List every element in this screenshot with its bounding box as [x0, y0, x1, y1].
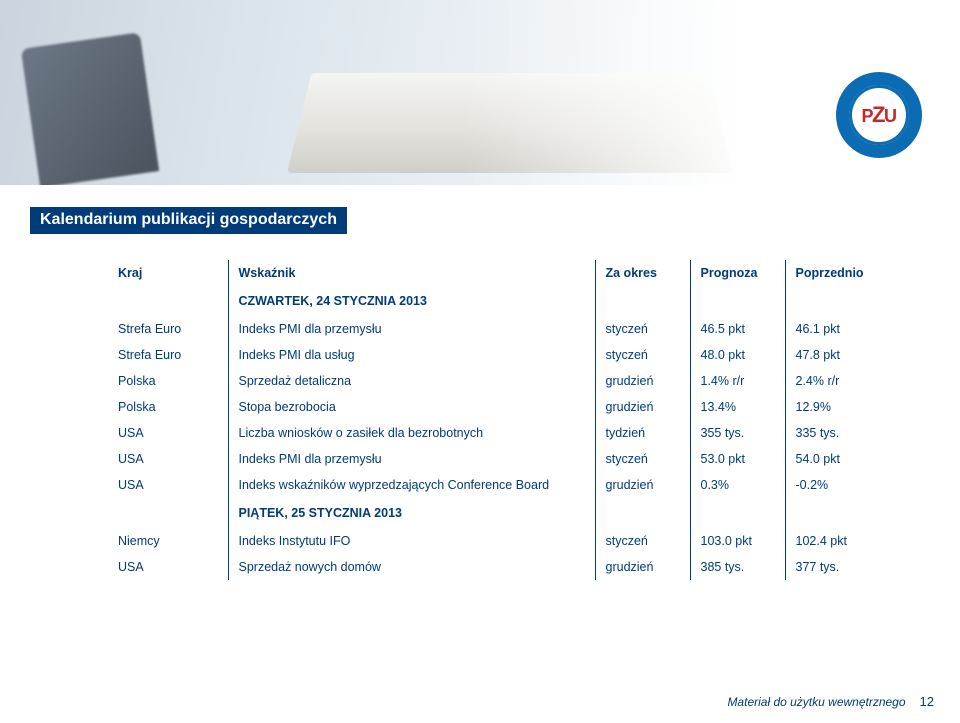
- calendar-table-body: CZWARTEK, 24 STYCZNIA 2013Strefa EuroInd…: [108, 286, 880, 580]
- section-pad: [690, 286, 785, 316]
- cell-prognoza: 0.3%: [690, 472, 785, 498]
- cell-kraj: Niemcy: [108, 528, 228, 554]
- cell-kraj: USA: [108, 554, 228, 580]
- cell-prognoza: 53.0 pkt: [690, 446, 785, 472]
- cell-wskaznik: Indeks PMI dla przemysłu: [228, 446, 595, 472]
- section-pad: [785, 286, 880, 316]
- footer: Materiał do użytku wewnętrznego 12: [727, 694, 934, 709]
- footer-page-number: 12: [920, 694, 934, 709]
- table-row: PolskaStopa bezrobociagrudzień13.4%12.9%: [108, 394, 880, 420]
- calendar-table-wrap: Kraj Wskaźnik Za okres Prognoza Poprzedn…: [108, 260, 880, 580]
- pzu-logo-ring: P Z U: [836, 72, 922, 158]
- col-header-za-okres: Za okres: [595, 260, 690, 286]
- cell-kraj: Polska: [108, 368, 228, 394]
- table-row: USAIndeks PMI dla przemysłustyczeń53.0 p…: [108, 446, 880, 472]
- cell-kraj: Strefa Euro: [108, 316, 228, 342]
- cell-poprzednio: 377 tys.: [785, 554, 880, 580]
- cell-okres: styczeń: [595, 446, 690, 472]
- section-label: PIĄTEK, 25 STYCZNIA 2013: [228, 498, 595, 528]
- section-row: PIĄTEK, 25 STYCZNIA 2013: [108, 498, 880, 528]
- pzu-logo-letter-u: U: [884, 106, 897, 127]
- cell-prognoza: 385 tys.: [690, 554, 785, 580]
- col-header-kraj: Kraj: [108, 260, 228, 286]
- pzu-logo: P Z U: [836, 72, 922, 158]
- cell-wskaznik: Sprzedaż detaliczna: [228, 368, 595, 394]
- page: P Z U Kalendarium publikacji gospodarczy…: [0, 0, 960, 723]
- cell-okres: grudzień: [595, 472, 690, 498]
- cell-prognoza: 48.0 pkt: [690, 342, 785, 368]
- cell-kraj: Strefa Euro: [108, 342, 228, 368]
- cell-wskaznik: Indeks PMI dla przemysłu: [228, 316, 595, 342]
- footer-note: Materiał do użytku wewnętrznego: [727, 695, 905, 709]
- title-block: Kalendarium publikacji gospodarczych: [30, 207, 960, 234]
- cell-kraj: Polska: [108, 394, 228, 420]
- cell-wskaznik: Liczba wniosków o zasiłek dla bezrobotny…: [228, 420, 595, 446]
- section-row: CZWARTEK, 24 STYCZNIA 2013: [108, 286, 880, 316]
- cell-poprzednio: 335 tys.: [785, 420, 880, 446]
- cell-wskaznik: Indeks PMI dla usług: [228, 342, 595, 368]
- col-header-prognoza: Prognoza: [690, 260, 785, 286]
- cell-prognoza: 1.4% r/r: [690, 368, 785, 394]
- cell-kraj: USA: [108, 472, 228, 498]
- cell-prognoza: 355 tys.: [690, 420, 785, 446]
- cell-poprzednio: 46.1 pkt: [785, 316, 880, 342]
- cell-wskaznik: Indeks wskaźników wyprzedzających Confer…: [228, 472, 595, 498]
- table-row: USASprzedaż nowych domówgrudzień385 tys.…: [108, 554, 880, 580]
- cell-wskaznik: Stopa bezrobocia: [228, 394, 595, 420]
- cell-prognoza: 13.4%: [690, 394, 785, 420]
- cell-poprzednio: 2.4% r/r: [785, 368, 880, 394]
- cell-prognoza: 46.5 pkt: [690, 316, 785, 342]
- banner-photo-fade: [0, 0, 760, 185]
- cell-okres: grudzień: [595, 554, 690, 580]
- cell-wskaznik: Sprzedaż nowych domów: [228, 554, 595, 580]
- pzu-logo-disc: P Z U: [849, 85, 909, 145]
- table-row: Strefa EuroIndeks PMI dla usługstyczeń48…: [108, 342, 880, 368]
- cell-wskaznik: Indeks Instytutu IFO: [228, 528, 595, 554]
- cell-kraj: USA: [108, 446, 228, 472]
- table-row: Strefa EuroIndeks PMI dla przemysłustycz…: [108, 316, 880, 342]
- pzu-logo-text: P Z U: [862, 102, 897, 128]
- cell-okres: styczeń: [595, 316, 690, 342]
- table-header-row: Kraj Wskaźnik Za okres Prognoza Poprzedn…: [108, 260, 880, 286]
- table-row: NiemcyIndeks Instytutu IFOstyczeń103.0 p…: [108, 528, 880, 554]
- table-row: USALiczba wniosków o zasiłek dla bezrobo…: [108, 420, 880, 446]
- table-row: PolskaSprzedaż detalicznagrudzień1.4% r/…: [108, 368, 880, 394]
- section-pad: [595, 498, 690, 528]
- table-row: USAIndeks wskaźników wyprzedzających Con…: [108, 472, 880, 498]
- cell-okres: styczeń: [595, 528, 690, 554]
- col-header-poprzednio: Poprzednio: [785, 260, 880, 286]
- cell-poprzednio: -0.2%: [785, 472, 880, 498]
- section-pad: [690, 498, 785, 528]
- section-pad: [595, 286, 690, 316]
- section-pad-left: [108, 498, 228, 528]
- section-pad-left: [108, 286, 228, 316]
- page-title: Kalendarium publikacji gospodarczych: [30, 207, 347, 234]
- cell-prognoza: 103.0 pkt: [690, 528, 785, 554]
- cell-kraj: USA: [108, 420, 228, 446]
- cell-okres: tydzień: [595, 420, 690, 446]
- cell-okres: grudzień: [595, 368, 690, 394]
- cell-okres: styczeń: [595, 342, 690, 368]
- calendar-table: Kraj Wskaźnik Za okres Prognoza Poprzedn…: [108, 260, 880, 580]
- banner: P Z U: [0, 0, 960, 185]
- section-pad: [785, 498, 880, 528]
- cell-poprzednio: 102.4 pkt: [785, 528, 880, 554]
- section-label: CZWARTEK, 24 STYCZNIA 2013: [228, 286, 595, 316]
- cell-poprzednio: 47.8 pkt: [785, 342, 880, 368]
- cell-okres: grudzień: [595, 394, 690, 420]
- cell-poprzednio: 12.9%: [785, 394, 880, 420]
- cell-poprzednio: 54.0 pkt: [785, 446, 880, 472]
- col-header-wskaznik: Wskaźnik: [228, 260, 595, 286]
